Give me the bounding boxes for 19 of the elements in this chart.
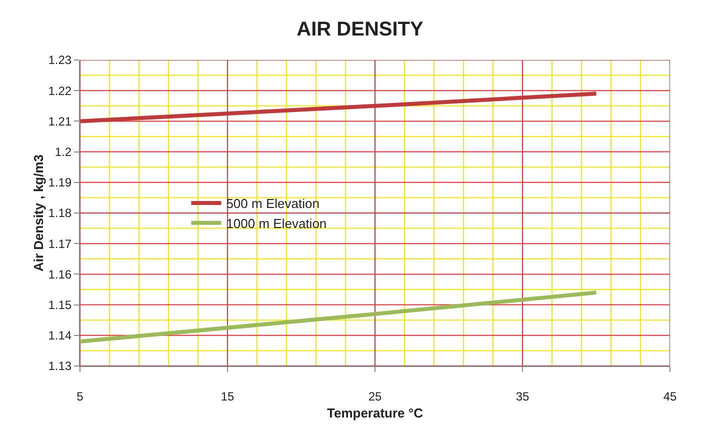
x-tick-label: 35: [516, 389, 530, 404]
x-tick-label: 5: [76, 389, 84, 404]
y-tick-label: 1.18: [48, 206, 72, 220]
y-tick-label: 1.16: [48, 267, 72, 282]
y-tick-label: 1.17: [48, 236, 72, 251]
y-tick-label: 1.22: [48, 84, 72, 98]
x-tick-label: 25: [368, 389, 382, 404]
x-axis-title: Temperature °C: [327, 405, 424, 420]
y-tick-label: 1.23: [48, 53, 72, 68]
x-tick-label: 45: [663, 389, 677, 404]
x-tick-label: 15: [220, 389, 234, 404]
chart-title: AIR DENSITY: [296, 18, 424, 40]
y-tick-label: 1.2: [54, 145, 72, 159]
y-tick-label: 1.19: [48, 176, 72, 190]
y-tick-label: 1.13: [48, 359, 72, 374]
y-tick-label: 1.15: [48, 298, 72, 312]
y-axis-title: Air Density , kg/m3: [31, 154, 46, 272]
y-tick-label: 1.14: [48, 328, 72, 343]
y-tick-label: 1.21: [48, 114, 72, 128]
